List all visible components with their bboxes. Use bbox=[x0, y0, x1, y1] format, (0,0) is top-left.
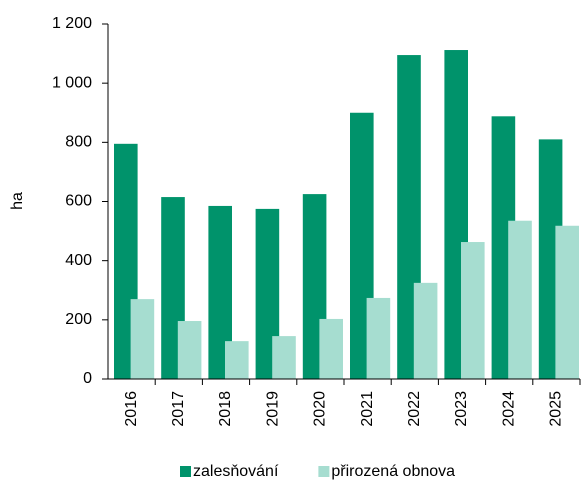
bar bbox=[508, 220, 532, 379]
legend-label: zalesňování bbox=[193, 463, 279, 480]
legend-label: přirozená obnova bbox=[331, 463, 455, 480]
x-tick-label: 2021 bbox=[359, 391, 376, 427]
bar bbox=[177, 321, 202, 379]
y-tick-label: 400 bbox=[65, 252, 92, 269]
bar bbox=[272, 336, 296, 379]
bar bbox=[225, 341, 249, 379]
x-tick-label: 2025 bbox=[548, 391, 565, 427]
bar bbox=[130, 299, 155, 379]
x-tick-label: 2016 bbox=[123, 391, 140, 427]
legend-swatch bbox=[318, 466, 330, 477]
bar bbox=[366, 297, 391, 379]
x-tick-label: 2024 bbox=[500, 391, 517, 427]
y-tick-label: 200 bbox=[65, 311, 92, 328]
bar bbox=[413, 282, 438, 379]
x-tick-label: 2019 bbox=[264, 391, 281, 427]
x-tick-label: 2023 bbox=[453, 391, 470, 427]
x-tick-label: 2020 bbox=[312, 391, 329, 427]
y-tick-label: 1 200 bbox=[52, 15, 92, 32]
y-tick-label: 0 bbox=[83, 370, 92, 387]
y-axis-label: ha bbox=[9, 192, 26, 210]
bar bbox=[208, 205, 232, 379]
x-tick-label: 2022 bbox=[406, 391, 423, 427]
bar bbox=[319, 318, 343, 379]
x-tick-label: 2018 bbox=[217, 391, 234, 427]
y-tick-label: 600 bbox=[65, 193, 92, 210]
y-tick-label: 1 000 bbox=[52, 74, 92, 91]
x-tick-label: 2017 bbox=[170, 391, 187, 427]
legend-swatch bbox=[180, 466, 191, 477]
bar bbox=[555, 225, 579, 379]
bar bbox=[461, 242, 485, 379]
y-tick-label: 800 bbox=[65, 134, 92, 151]
